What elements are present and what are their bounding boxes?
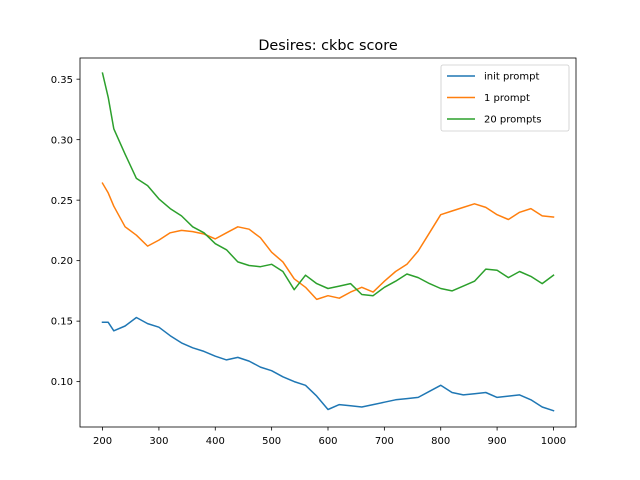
y-tick-label: 0.10: [51, 377, 73, 388]
chart-title: Desires: ckbc score: [258, 38, 397, 54]
x-tick-label: 300: [149, 436, 168, 447]
x-tick-label: 600: [318, 436, 337, 447]
x-axis: 200 300 400 500 600 700 800 900 1000: [93, 427, 566, 447]
x-tick-label: 200: [93, 436, 112, 447]
x-tick-label: 500: [262, 436, 281, 447]
y-tick-label: 0.20: [51, 256, 73, 267]
y-tick-label: 0.30: [51, 135, 73, 146]
legend-label-0: init prompt: [484, 72, 539, 83]
x-tick-label: 700: [375, 436, 394, 447]
x-tick-label: 900: [488, 436, 507, 447]
series-line-1: [101, 182, 555, 301]
y-tick-label: 0.25: [51, 196, 73, 207]
series-line-0: [101, 316, 555, 412]
legend-box: [440, 64, 570, 132]
y-tick-label: 0.35: [51, 75, 73, 86]
y-axis: 0.10 0.15 0.20 0.25 0.30 0.35: [51, 75, 80, 388]
legend-label-2: 20 prompts: [484, 115, 541, 126]
series-line-2: [101, 72, 555, 297]
legend-label-1: 1 prompt: [484, 93, 530, 104]
y-tick-label: 0.15: [51, 317, 73, 328]
legend: init prompt 1 prompt 20 prompts: [440, 64, 570, 132]
x-tick-label: 1000: [541, 436, 566, 447]
series-layer: [101, 72, 555, 412]
x-tick-label: 400: [206, 436, 225, 447]
x-tick-label: 800: [431, 436, 450, 447]
